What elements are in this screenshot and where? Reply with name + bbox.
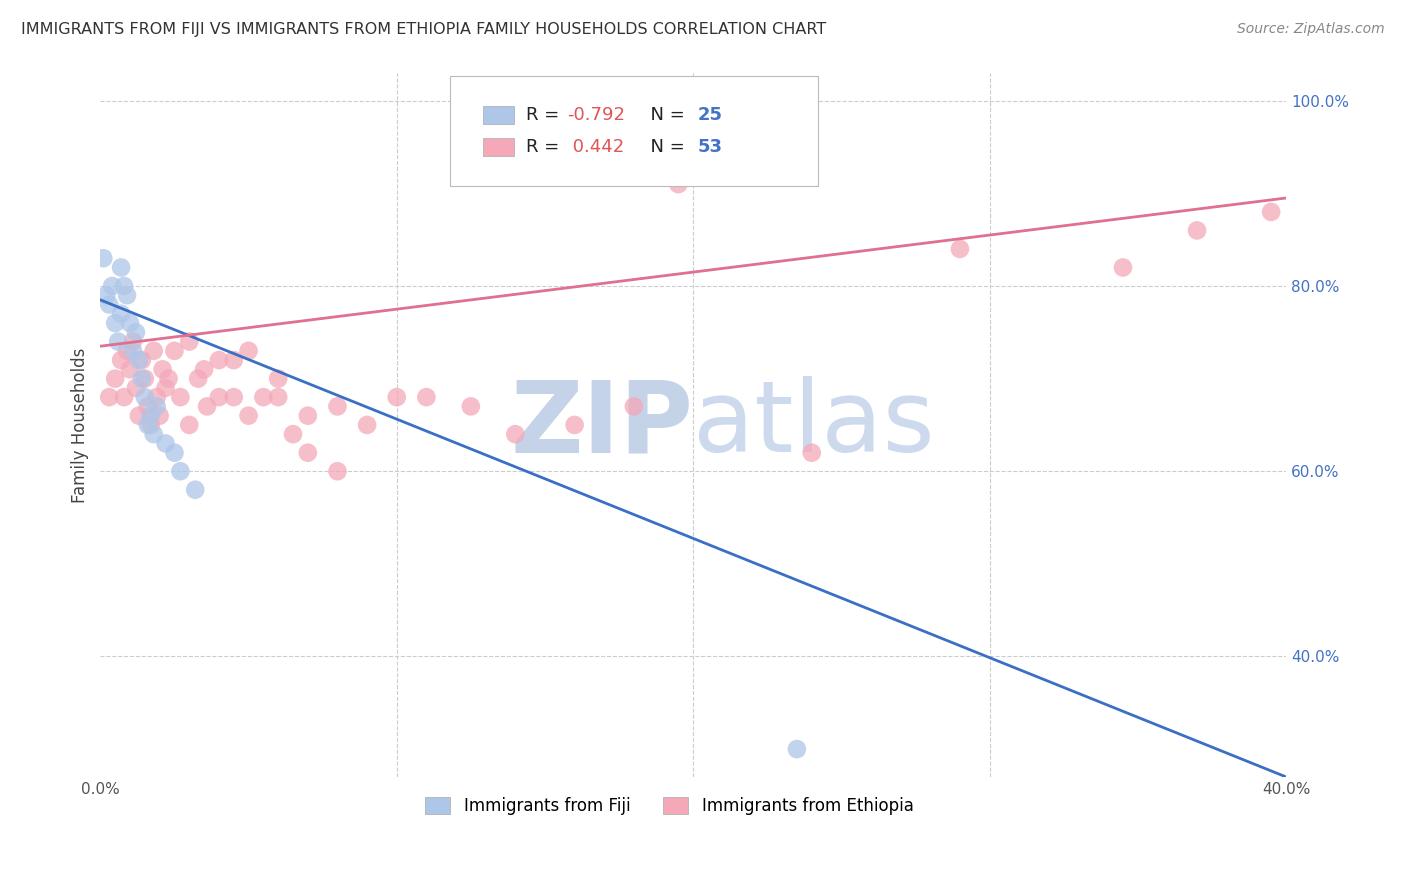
Point xyxy=(101,279,124,293)
Point xyxy=(128,409,150,423)
Point xyxy=(112,390,135,404)
Point xyxy=(1260,205,1282,219)
Point xyxy=(222,353,245,368)
Point xyxy=(179,417,201,432)
Point xyxy=(800,446,823,460)
Point xyxy=(267,390,290,404)
Point xyxy=(110,307,132,321)
Text: 25: 25 xyxy=(697,106,723,124)
Point xyxy=(184,483,207,497)
Point xyxy=(505,427,527,442)
Point xyxy=(136,400,159,414)
Point xyxy=(96,288,118,302)
Point xyxy=(356,417,378,432)
Text: N =: N = xyxy=(638,138,690,156)
Point xyxy=(169,390,191,404)
Point xyxy=(326,464,349,478)
Point xyxy=(112,279,135,293)
Text: N =: N = xyxy=(638,106,690,124)
Point xyxy=(1112,260,1135,275)
Point xyxy=(136,417,159,432)
Point xyxy=(134,390,156,404)
Point xyxy=(110,260,132,275)
Point xyxy=(104,316,127,330)
Point xyxy=(128,353,150,368)
Point xyxy=(949,242,972,256)
Point xyxy=(131,371,153,385)
Point xyxy=(179,334,201,349)
Point xyxy=(193,362,215,376)
Point xyxy=(163,343,186,358)
Point xyxy=(195,400,218,414)
Point xyxy=(786,742,808,756)
Point xyxy=(238,409,260,423)
Point xyxy=(326,400,349,414)
Text: R =: R = xyxy=(526,106,565,124)
Text: 0.442: 0.442 xyxy=(568,138,624,156)
Point xyxy=(139,409,162,423)
Point xyxy=(149,409,172,423)
Point xyxy=(122,343,145,358)
Point xyxy=(208,353,231,368)
Point xyxy=(98,390,121,404)
Point xyxy=(297,409,319,423)
Point xyxy=(252,390,274,404)
Point xyxy=(118,316,141,330)
Point xyxy=(125,381,148,395)
Point xyxy=(115,343,138,358)
Point xyxy=(115,288,138,302)
Point xyxy=(281,427,304,442)
Point xyxy=(163,446,186,460)
Text: 53: 53 xyxy=(697,138,723,156)
Point xyxy=(98,297,121,311)
FancyBboxPatch shape xyxy=(484,106,515,124)
Point xyxy=(187,371,209,385)
Point xyxy=(155,381,177,395)
Text: atlas: atlas xyxy=(693,376,935,474)
Point xyxy=(157,371,180,385)
Point xyxy=(385,390,408,404)
Point xyxy=(145,400,167,414)
Text: Source: ZipAtlas.com: Source: ZipAtlas.com xyxy=(1237,22,1385,37)
Point xyxy=(134,371,156,385)
Point xyxy=(1185,223,1208,237)
Point xyxy=(104,371,127,385)
Point xyxy=(415,390,437,404)
Point xyxy=(152,362,174,376)
Text: -0.792: -0.792 xyxy=(568,106,626,124)
Point xyxy=(666,177,689,191)
Point xyxy=(110,353,132,368)
Point xyxy=(118,362,141,376)
Point xyxy=(125,326,148,340)
Point xyxy=(122,334,145,349)
FancyBboxPatch shape xyxy=(484,137,515,156)
Point xyxy=(297,446,319,460)
Point xyxy=(91,251,114,265)
Point xyxy=(155,436,177,450)
Legend: Immigrants from Fiji, Immigrants from Ethiopia: Immigrants from Fiji, Immigrants from Et… xyxy=(415,787,924,825)
Point xyxy=(142,343,165,358)
Point xyxy=(145,390,167,404)
Point xyxy=(623,400,645,414)
Point xyxy=(139,417,162,432)
Point xyxy=(169,464,191,478)
Point xyxy=(107,334,129,349)
Point xyxy=(267,371,290,385)
Text: ZIP: ZIP xyxy=(510,376,693,474)
Text: IMMIGRANTS FROM FIJI VS IMMIGRANTS FROM ETHIOPIA FAMILY HOUSEHOLDS CORRELATION C: IMMIGRANTS FROM FIJI VS IMMIGRANTS FROM … xyxy=(21,22,827,37)
Point xyxy=(222,390,245,404)
Point xyxy=(131,353,153,368)
Y-axis label: Family Households: Family Households xyxy=(72,347,89,502)
Point xyxy=(208,390,231,404)
Text: R =: R = xyxy=(526,138,565,156)
Point xyxy=(460,400,482,414)
Point xyxy=(238,343,260,358)
Point xyxy=(564,417,586,432)
FancyBboxPatch shape xyxy=(450,77,818,186)
Point xyxy=(142,427,165,442)
